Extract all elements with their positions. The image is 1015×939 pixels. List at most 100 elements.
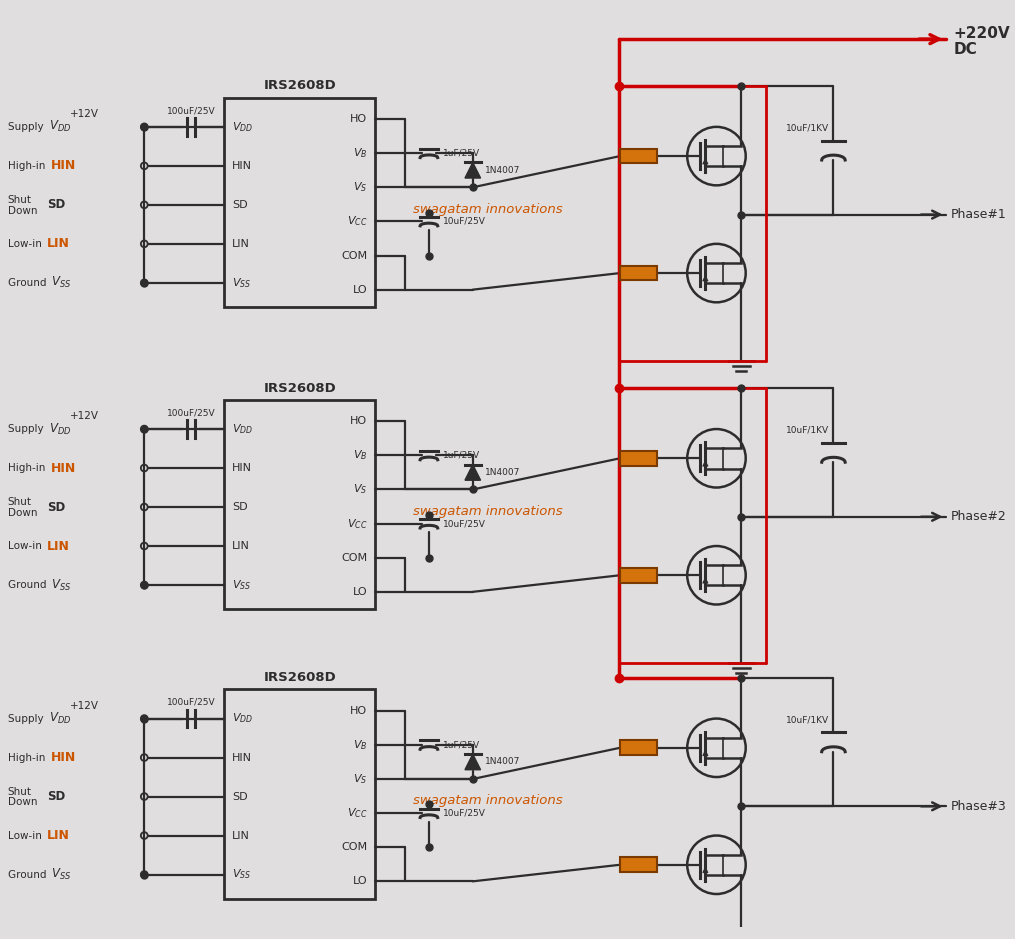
Text: 100uF/25V: 100uF/25V (166, 106, 215, 115)
Text: SD: SD (232, 502, 248, 512)
Text: 10uF/25V: 10uF/25V (443, 808, 485, 818)
Text: $V_S$: $V_S$ (353, 772, 367, 786)
Bar (620, 857, 657, 872)
Bar (620, 148, 657, 163)
Text: 100: 100 (627, 860, 650, 870)
Text: $V_{DD}$: $V_{DD}$ (49, 711, 71, 726)
Text: LIN: LIN (232, 541, 250, 551)
Bar (620, 741, 657, 755)
Text: 1N4007: 1N4007 (484, 758, 520, 766)
Text: $V_{SS}$: $V_{SS}$ (232, 578, 252, 592)
Text: $V_B$: $V_B$ (353, 146, 367, 160)
Text: LIN: LIN (232, 239, 250, 249)
Text: 1uF/25V: 1uF/25V (443, 148, 480, 158)
Text: IRS2608D: IRS2608D (263, 671, 336, 685)
Text: SD: SD (47, 500, 65, 514)
Text: DC: DC (953, 42, 977, 57)
Text: HIN: HIN (51, 751, 76, 764)
Text: $V_{SS}$: $V_{SS}$ (232, 276, 252, 290)
Text: +12V: +12V (70, 700, 99, 711)
Text: High-in: High-in (8, 463, 49, 473)
Text: Ground: Ground (8, 278, 50, 288)
Text: $V_S$: $V_S$ (353, 180, 367, 194)
Text: $V_{SS}$: $V_{SS}$ (51, 867, 71, 882)
Text: Supply: Supply (8, 714, 47, 724)
Text: 100: 100 (627, 570, 650, 580)
Polygon shape (465, 465, 480, 480)
Text: SD: SD (47, 198, 65, 211)
Text: HIN: HIN (51, 160, 76, 173)
Text: $V_{DD}$: $V_{DD}$ (49, 422, 71, 437)
Text: $V_{SS}$: $V_{SS}$ (232, 868, 252, 882)
Text: swagatam innovations: swagatam innovations (412, 505, 562, 518)
Text: Shut: Shut (8, 497, 31, 507)
Text: 1N4007: 1N4007 (484, 468, 520, 477)
Text: Phase#1: Phase#1 (950, 208, 1006, 221)
Text: LO: LO (353, 876, 367, 886)
Text: HO: HO (350, 416, 367, 426)
Text: 1uF/25V: 1uF/25V (443, 740, 480, 749)
Text: $V_{SS}$: $V_{SS}$ (51, 577, 71, 593)
Text: 10uF/1KV: 10uF/1KV (787, 425, 829, 435)
Text: +12V: +12V (70, 109, 99, 119)
Bar (224, 98, 376, 307)
Text: Low-in: Low-in (8, 541, 42, 551)
Text: COM: COM (341, 251, 367, 260)
Text: LIN: LIN (47, 540, 70, 552)
Text: 100: 100 (627, 454, 650, 463)
Text: 10uF/25V: 10uF/25V (443, 217, 485, 226)
Text: Supply: Supply (8, 424, 47, 434)
Polygon shape (465, 162, 480, 178)
Text: HIN: HIN (232, 161, 252, 171)
Bar (620, 568, 657, 582)
Text: +220V: +220V (953, 25, 1010, 40)
Bar (620, 451, 657, 466)
Text: Low-in: Low-in (8, 239, 42, 249)
Text: 1N4007: 1N4007 (484, 166, 520, 175)
Text: 100: 100 (627, 743, 650, 753)
Text: Down: Down (8, 797, 38, 808)
Text: IRS2608D: IRS2608D (263, 381, 336, 394)
Text: SD: SD (232, 792, 248, 802)
Text: Ground: Ground (8, 870, 50, 880)
Text: 100uF/25V: 100uF/25V (166, 698, 215, 707)
Text: $V_{DD}$: $V_{DD}$ (49, 119, 71, 134)
Text: LO: LO (353, 587, 367, 597)
Text: Down: Down (8, 206, 38, 216)
Text: $V_B$: $V_B$ (353, 738, 367, 752)
Text: 10uF/1KV: 10uF/1KV (787, 715, 829, 724)
Text: $V_{CC}$: $V_{CC}$ (347, 807, 367, 820)
Text: COM: COM (341, 842, 367, 853)
Text: HIN: HIN (51, 462, 76, 474)
Text: LO: LO (353, 285, 367, 295)
Text: HO: HO (350, 114, 367, 124)
Text: Supply: Supply (8, 122, 47, 131)
Text: HIN: HIN (232, 463, 252, 473)
Text: HIN: HIN (232, 752, 252, 762)
Text: LIN: LIN (232, 830, 250, 840)
Text: Phase#2: Phase#2 (950, 510, 1006, 523)
Text: Phase#3: Phase#3 (950, 800, 1006, 813)
Text: $V_{DD}$: $V_{DD}$ (232, 120, 253, 133)
Text: $V_{SS}$: $V_{SS}$ (51, 275, 71, 290)
Text: 100: 100 (627, 151, 650, 162)
Text: 100: 100 (627, 268, 650, 278)
Text: SD: SD (47, 790, 65, 803)
Text: Ground: Ground (8, 580, 50, 590)
Polygon shape (465, 754, 480, 770)
Text: 10uF/25V: 10uF/25V (443, 519, 485, 528)
Text: $V_{CC}$: $V_{CC}$ (347, 516, 367, 531)
Text: +12V: +12V (70, 411, 99, 422)
Text: LIN: LIN (47, 829, 70, 842)
Text: HO: HO (350, 706, 367, 716)
Text: Down: Down (8, 508, 38, 518)
Text: $V_B$: $V_B$ (353, 449, 367, 462)
Text: High-in: High-in (8, 752, 49, 762)
Text: $V_{DD}$: $V_{DD}$ (232, 423, 253, 436)
Text: High-in: High-in (8, 161, 49, 171)
Text: IRS2608D: IRS2608D (263, 80, 336, 92)
Bar (620, 266, 657, 281)
Text: Shut: Shut (8, 195, 31, 205)
Text: SD: SD (232, 200, 248, 209)
Text: 100uF/25V: 100uF/25V (166, 408, 215, 417)
